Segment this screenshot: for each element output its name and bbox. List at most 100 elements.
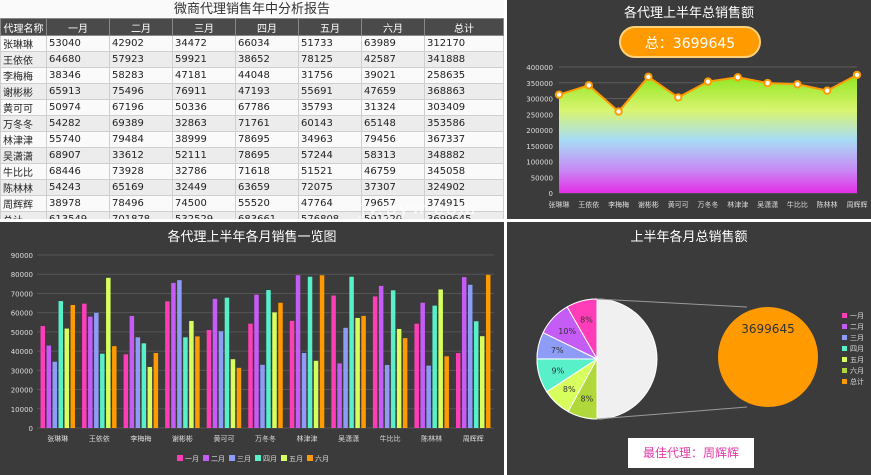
table-cell: 谢彬彬 (0, 83, 47, 100)
bar-三月 (301, 353, 307, 428)
data-point (644, 72, 653, 82)
legend-swatch (842, 346, 847, 351)
table-cell: 51733 (298, 35, 362, 52)
table-cell: 54243 (46, 179, 110, 196)
table-title: 微商代理销售年中分析报告 (173, 2, 330, 17)
y-tick-label: 150000 (526, 143, 553, 151)
bar-二月 (254, 294, 259, 428)
table-cell: 64680 (46, 51, 110, 68)
bar-五月 (313, 360, 319, 428)
bar-三月 (384, 364, 390, 428)
table-cell: 31756 (298, 67, 362, 84)
table-header-cell: 一月 (46, 18, 110, 36)
table-cell: 44048 (235, 67, 299, 84)
x-tick-label: 周辉辉 (463, 435, 484, 443)
table-cell: 牛比比 (0, 163, 47, 180)
monthly-pie-panel: 上半年各月总销售额 8% 10% 7% 9% 8% 8% 3699645 一月 二月 三月 四月 五月… (507, 222, 871, 475)
bar-五月 (230, 359, 236, 428)
table-cell: 周辉辉 (0, 195, 47, 212)
table-cell: 258635 (424, 67, 504, 84)
legend-label: 六月 (850, 366, 864, 375)
bar-四月 (307, 276, 313, 428)
x-tick-label: 王依依 (578, 200, 599, 209)
bar-五月 (272, 312, 277, 428)
table-cell: 576808 (298, 211, 362, 219)
bar-四月 (183, 337, 188, 428)
table-cell: 李梅梅 (0, 67, 47, 84)
table-cell: 79456 (361, 131, 425, 148)
table-header-row: 代理名称 一月 二月 三月 四月 五月 六月 总计 (0, 18, 504, 36)
legend-swatch (842, 357, 847, 362)
bar-三月 (94, 312, 99, 428)
table-cell: 46759 (361, 163, 425, 180)
bar-五月 (147, 366, 153, 428)
table-cell: 341888 (424, 51, 504, 68)
bar-六月 (112, 346, 117, 428)
bar-四月 (266, 290, 271, 428)
table-cell: 72075 (298, 179, 362, 196)
y-tick-label: 0 (29, 425, 33, 433)
bar-五月 (479, 336, 485, 428)
bar-一月 (331, 295, 336, 428)
pie-percent-label: 8% (563, 385, 576, 394)
table-cell: 34472 (172, 35, 236, 52)
table-cell: 31324 (361, 99, 425, 116)
x-tick-label: 牛比比 (787, 200, 808, 209)
bar-三月 (177, 280, 182, 428)
data-point (584, 81, 594, 90)
pie-chart-title: 上半年各月总销售额 (630, 230, 748, 245)
total-sales-line-panel: 各代理上半年总销售额 总：3699645 0 50000 100000 150000 2… (507, 0, 871, 219)
line-chart-title: 各代理上半年总销售额 (623, 6, 754, 21)
total-circle (718, 307, 818, 407)
table-row: 周辉辉 38978 78496 74500 55520 47764 79657 374915 (0, 195, 504, 212)
legend-label: 总计 (850, 377, 864, 386)
table-cell: 32449 (172, 179, 236, 196)
y-tick-label: 80000 (11, 271, 33, 279)
table-cell: 78695 (235, 131, 299, 148)
table-cell: 47181 (172, 67, 236, 84)
bar-六月 (70, 304, 76, 428)
table-cell: 66034 (235, 35, 299, 52)
x-tick-label: 李梅梅 (130, 434, 151, 443)
total-circle-value: 3699645 (741, 322, 794, 336)
bar-六月 (236, 367, 242, 428)
x-tick-label: 王依依 (89, 434, 110, 443)
x-tick-label: 谢彬彬 (172, 434, 193, 443)
bar-六月 (153, 352, 159, 428)
bar-一月 (123, 354, 129, 428)
table-row: 牛比比 68446 73928 32786 71618 51521 46759 345058 (0, 163, 504, 180)
table-cell: 69389 (109, 115, 173, 132)
pie-percent-label: 9% (552, 367, 565, 376)
table-row: 万冬冬 54282 69389 32863 71761 60143 65148 353586 (0, 115, 504, 132)
data-point (733, 73, 743, 82)
table-cell: 3699645 (424, 211, 504, 219)
table-cell: 万冬冬 (0, 115, 47, 132)
legend-label: 二月 (850, 323, 864, 331)
data-point (554, 90, 564, 99)
table-cell: 701878 (109, 211, 173, 219)
table-cell: 37307 (361, 179, 425, 196)
bar-四月 (473, 321, 479, 428)
bar-二月 (171, 282, 176, 428)
table-cell: 63989 (361, 35, 425, 52)
bar-四月 (141, 343, 147, 428)
table-header-cell: 三月 (172, 18, 236, 36)
bar-一月 (165, 301, 170, 428)
table-cell: 78125 (298, 51, 362, 68)
bar-六月 (195, 336, 200, 428)
table-cell: 39021 (361, 67, 425, 84)
table-cell: 532529 (172, 211, 236, 219)
table-cell: 58313 (361, 147, 425, 164)
connector-line (596, 406, 748, 420)
x-tick-label: 林津津 (727, 200, 748, 209)
legend-label: 一月 (850, 312, 864, 320)
table-cell: 312170 (424, 35, 504, 52)
x-tick-label: 吴潇潇 (757, 200, 778, 209)
table-cell: 陈林林 (0, 179, 47, 196)
y-tick-label: 400000 (526, 64, 553, 72)
y-tick-label: 60000 (11, 310, 33, 318)
table-header-cell: 总计 (424, 18, 504, 36)
table-header-cell: 二月 (109, 18, 173, 36)
table-cell: 35793 (298, 99, 362, 116)
pie-percent-label: 10% (558, 327, 576, 336)
